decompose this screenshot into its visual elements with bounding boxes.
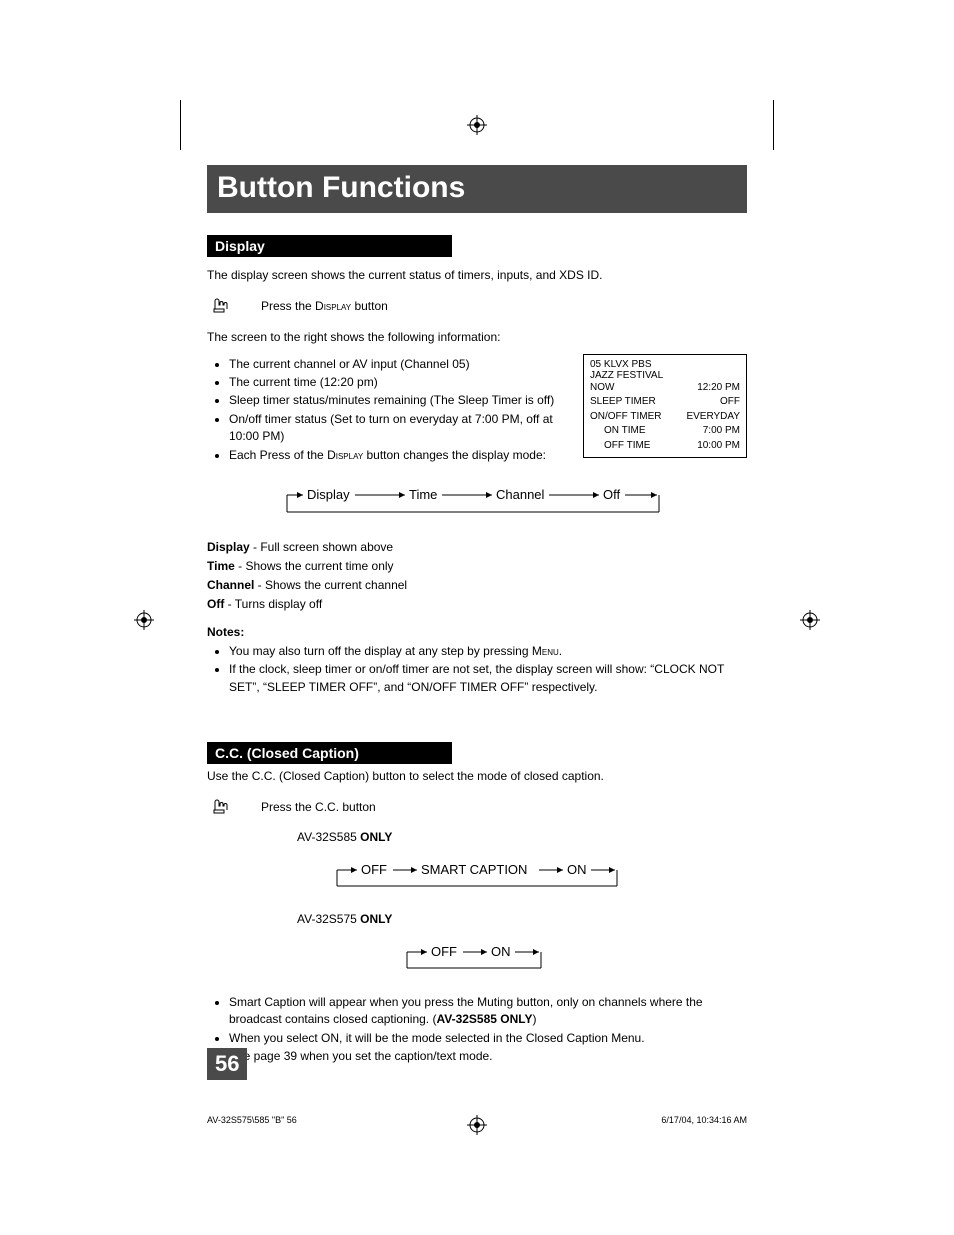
- def-display: Display - Full screen shown above: [207, 540, 747, 554]
- footer-right: 6/17/04, 10:34:16 AM: [661, 1115, 747, 1125]
- osd-row: NOW12:20 PM: [590, 381, 740, 396]
- register-mark-icon: [134, 610, 154, 630]
- section-header-display: Display: [207, 235, 452, 257]
- cc-intro: Use the C.C. (Closed Caption) button to …: [207, 768, 747, 785]
- def-time: Time - Shows the current time only: [207, 559, 747, 573]
- model-575: AV-32S575 ONLY: [297, 912, 747, 926]
- svg-text:OFF: OFF: [431, 944, 457, 959]
- press-display-instruction: Press the Display button: [261, 298, 388, 315]
- svg-text:ON: ON: [491, 944, 511, 959]
- osd-row: SLEEP TIMEROFF: [590, 395, 740, 410]
- def-off: Off - Turns display off: [207, 597, 747, 611]
- osd-row: OFF TIME10:00 PM: [590, 439, 740, 454]
- display-bullet-list: The current channel or AV input (Channel…: [207, 356, 571, 464]
- def-channel: Channel - Shows the current channel: [207, 578, 747, 592]
- press-cc-instruction: Press the C.C. button: [261, 799, 376, 816]
- osd-row: ON TIME7:00 PM: [590, 424, 740, 439]
- notes-heading: Notes:: [207, 625, 747, 639]
- footer-left: AV-32S575\585 "B" 56: [207, 1115, 297, 1125]
- svg-text:ON: ON: [567, 862, 587, 877]
- display-intro: The display screen shows the current sta…: [207, 267, 747, 284]
- cc-flow-575: OFF ON: [207, 940, 747, 976]
- hand-icon: [207, 292, 231, 321]
- osd-display-box: 05 KLVX PBS JAZZ FESTIVAL NOW12:20 PM SL…: [583, 354, 747, 459]
- page-title: Button Functions: [207, 165, 747, 213]
- register-mark-icon: [800, 610, 820, 630]
- notes-list: You may also turn off the display at any…: [207, 643, 747, 696]
- model-585: AV-32S585 ONLY: [297, 830, 747, 844]
- svg-text:OFF: OFF: [361, 862, 387, 877]
- register-mark-icon: [467, 1115, 487, 1135]
- svg-text:Time: Time: [409, 487, 437, 502]
- svg-text:SMART CAPTION: SMART CAPTION: [421, 862, 527, 877]
- page-number: 56: [207, 1048, 247, 1080]
- osd-row: ON/OFF TIMEREVERYDAY: [590, 410, 740, 425]
- screen-info-line: The screen to the right shows the follow…: [207, 329, 747, 346]
- register-mark-icon: [467, 115, 487, 135]
- hand-icon: [207, 793, 231, 822]
- cc-notes-list: Smart Caption will appear when you press…: [207, 994, 747, 1066]
- osd-line: JAZZ FESTIVAL: [590, 370, 740, 381]
- cc-flow-585: OFF SMART CAPTION ON: [207, 858, 747, 894]
- svg-text:Off: Off: [603, 487, 620, 502]
- svg-text:Channel: Channel: [496, 487, 545, 502]
- section-header-cc: C.C. (Closed Caption): [207, 742, 452, 764]
- display-mode-flow: Display Time Channel Off: [207, 482, 747, 522]
- svg-text:Display: Display: [307, 487, 350, 502]
- osd-line: 05 KLVX PBS: [590, 359, 740, 370]
